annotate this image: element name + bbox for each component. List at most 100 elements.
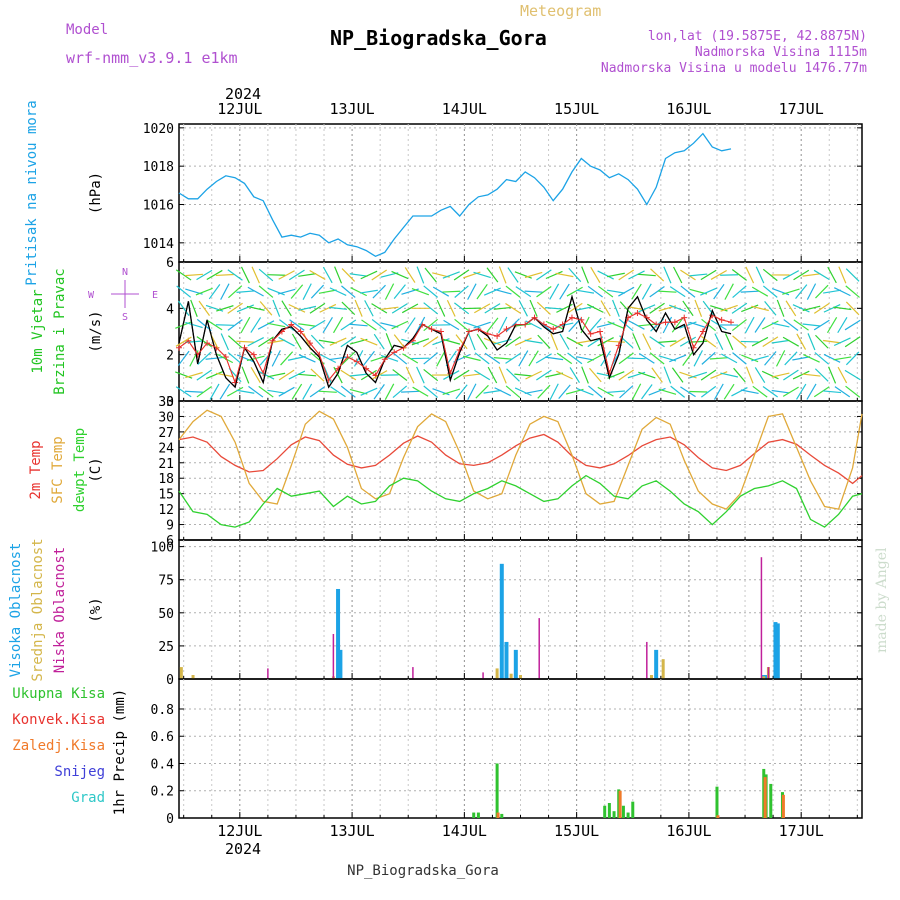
wind-arrow [724, 333, 734, 351]
wind-arrow [487, 366, 498, 384]
wind-arrow [713, 283, 725, 300]
wind-arrow [350, 287, 367, 297]
wind-arrow [740, 290, 759, 293]
wind-arrow [205, 356, 224, 360]
wind-arrow [247, 337, 264, 347]
y-tick-label: 9 [166, 519, 174, 534]
wind-arrow [483, 337, 502, 346]
wind-arrow [744, 316, 755, 334]
wind-arrow [236, 354, 254, 363]
wind-arrow [802, 305, 821, 312]
wind-arrow [689, 371, 708, 379]
bar-high [336, 588, 341, 679]
bottom-day-label: 15JUL [554, 822, 599, 840]
wind-arrow [412, 386, 429, 397]
wind-arrow [771, 322, 790, 328]
wind-arrow [483, 287, 501, 296]
wind-arrow [837, 366, 848, 384]
wind-arrow [507, 267, 519, 283]
wind-arrow [844, 319, 861, 331]
wind-arrow [432, 286, 450, 297]
wind-arrow [751, 355, 769, 362]
wind-arrow [423, 318, 439, 332]
wind-arrow [566, 286, 583, 297]
wind-arrow [813, 302, 830, 314]
legend-item: Zaledj.Kisa [12, 738, 105, 754]
wind-arrow [333, 366, 343, 384]
bar-frz [763, 777, 767, 818]
bar-mid [519, 675, 522, 679]
wind-arrow [462, 373, 481, 377]
wind-arrow [627, 357, 646, 360]
bottom-day-label: 14JUL [442, 822, 487, 840]
wind-arrow [309, 386, 326, 398]
wind-arrow [493, 306, 512, 310]
wind-arrow [741, 354, 759, 363]
wind-arrow [783, 319, 799, 331]
wind-arrow [648, 387, 666, 396]
wind-arrow [597, 270, 614, 280]
wind-arrow [606, 390, 625, 394]
wind-arrow [468, 333, 476, 351]
wind-arrow [341, 285, 356, 298]
wind-arrow [813, 386, 830, 398]
wind-arrow [524, 339, 543, 344]
wind-arrow [689, 273, 708, 277]
wind-arrow [762, 386, 778, 398]
bar-total [607, 803, 611, 818]
wind-arrow [177, 300, 190, 316]
wind-arrow [322, 266, 333, 284]
compass-N: N [122, 267, 128, 278]
y-tick-label: 0.2 [151, 785, 174, 800]
panel-wind: 0 2 4 6 N S W E 10m Vjetar Brzina i Pravac (m/s) [30, 256, 863, 410]
bar-mid [649, 675, 653, 679]
wind-arrow [196, 318, 212, 332]
wind-arrow [694, 299, 703, 317]
wind-arrow [762, 285, 778, 298]
wind-arrow [650, 268, 665, 282]
wind-arrow [845, 268, 860, 282]
wind-arrow [454, 302, 470, 315]
wind-arrow [391, 303, 408, 314]
series-line-t2m [178, 433, 863, 485]
wind-arrow [618, 352, 634, 365]
y-axis-label-line: 10m Vjetar [30, 289, 46, 373]
wind-arrow [372, 284, 386, 299]
wind-arrow [782, 336, 799, 347]
wind-arrow [371, 370, 388, 381]
bar-high [773, 622, 778, 679]
wind-arrow [443, 370, 460, 380]
wind-arrow [216, 305, 234, 312]
wind-arrow [340, 336, 357, 348]
wind-arrow [702, 300, 715, 316]
wind-arrow [360, 337, 378, 346]
top-day-label: 14JUL [442, 100, 487, 118]
wind-arrow [755, 266, 765, 284]
wind-arrow [310, 368, 325, 382]
wind-arrow [278, 369, 295, 381]
wind-arrow [250, 317, 262, 333]
wind-arrow [638, 352, 655, 364]
bar-low [538, 618, 540, 679]
bar-mid [509, 673, 513, 679]
wind-arrow [732, 285, 747, 298]
wind-arrow [588, 385, 603, 398]
wind-arrow [423, 385, 438, 398]
wind-arrow [680, 285, 696, 298]
wind-arrow [423, 302, 439, 315]
wind-arrow [537, 384, 551, 399]
wind-arrow [838, 266, 847, 284]
wind-arrow [740, 389, 759, 395]
wind-arrow [227, 302, 243, 314]
wind-arrow [446, 299, 456, 317]
wind-arrow [814, 352, 830, 365]
wind-arrow [720, 353, 738, 364]
wind-arrow [484, 352, 501, 364]
bar-total [495, 763, 499, 818]
wind-arrow [823, 339, 842, 344]
wind-arrow [475, 384, 489, 399]
wind-arrow [802, 323, 821, 327]
y-axis-label-line: Visoka Oblacnost [8, 543, 24, 678]
watermark: made by Angel [874, 547, 890, 653]
